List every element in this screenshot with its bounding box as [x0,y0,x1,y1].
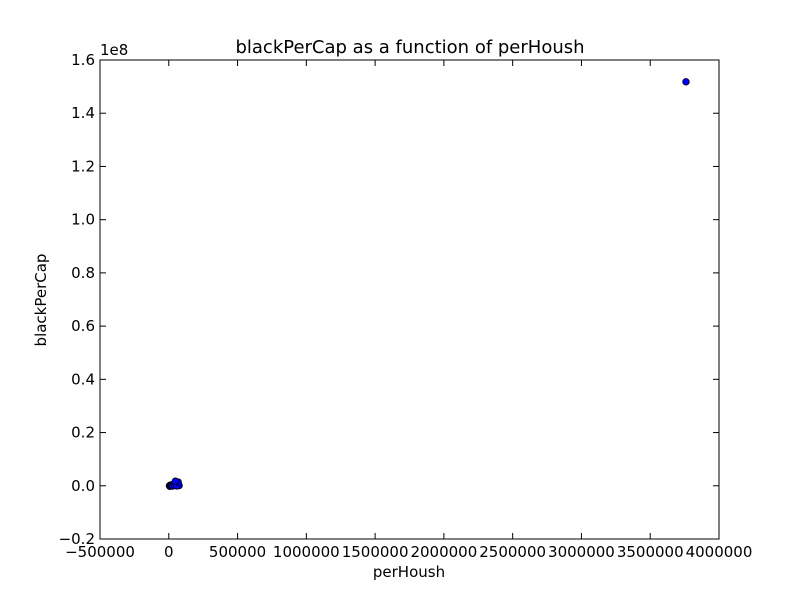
y-tick-label: 1.4 [71,104,95,122]
y-tick-label: 0.6 [71,317,95,335]
x-tick-label: 0 [164,543,174,561]
y-tick-label: −0.2 [59,530,95,548]
x-tick-label: 500000 [209,543,266,561]
x-tick-label: 1000000 [273,543,340,561]
plot-area [100,60,719,539]
y-tick-label: 0.2 [71,424,95,442]
x-tick-label: 2500000 [479,543,546,561]
y-tick-label: 1.2 [71,157,95,175]
x-tick-label: −500000 [65,543,135,561]
chart-title: blackPerCap as a function of perHoush [235,37,584,58]
y-tick-label: 0.8 [71,264,95,282]
scatter-point [682,78,690,86]
y-axis-label: blackPerCap [32,254,50,347]
plot-frame [99,59,720,540]
x-tick-label: 4000000 [686,543,753,561]
x-tick-label: 3000000 [548,543,615,561]
y-tick-label: 0.4 [71,370,95,388]
y-tick-label: 1.6 [71,51,95,69]
y-tick-label: 0.0 [71,477,95,495]
x-tick-label: 3500000 [617,543,684,561]
x-tick-label: 2000000 [410,543,477,561]
x-tick-label: 1500000 [342,543,409,561]
y-axis-offset-label: 1e8 [100,41,128,59]
x-axis-ticks: −500000 0 500000 1000000 1500000 2000000 25000… [65,60,752,561]
points-layer [165,78,690,491]
y-tick-label: 1.0 [71,211,95,229]
y-axis-ticks: −0.2 0.0 0.2 0.4 0.6 0.8 1.0 1.2 1.4 1.6 [59,51,719,548]
x-axis-label: perHoush [373,563,445,581]
scatter-point [171,477,180,485]
